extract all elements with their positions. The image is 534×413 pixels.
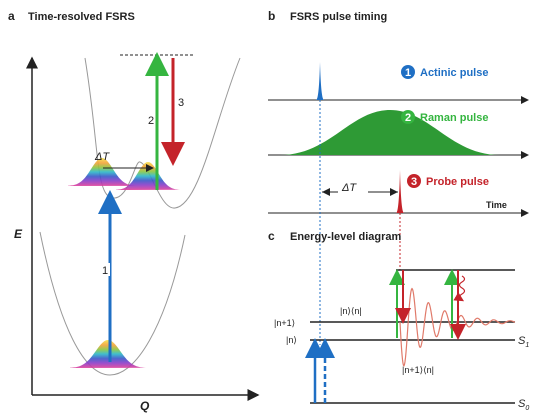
- y-axis-label: E: [14, 227, 23, 241]
- panel-title: Time-resolved FSRS: [28, 11, 135, 23]
- state-label: S1: [518, 335, 529, 349]
- actinic-pulse: [316, 62, 324, 100]
- pulse-name: Raman pulse: [420, 112, 488, 124]
- coherence-label: |n+1⟩⟨n|: [402, 365, 434, 375]
- panel-label: a: [8, 9, 15, 23]
- state-subscript: 0: [525, 405, 529, 412]
- state-label: S0: [518, 398, 529, 412]
- pulse-number: 3: [411, 176, 417, 188]
- arrow-label: 3: [178, 97, 184, 109]
- pulse-number: 2: [405, 112, 411, 124]
- coherence-label: |n⟩⟨n|: [340, 306, 362, 316]
- panel-title: FSRS pulse timing: [290, 11, 387, 23]
- panel-label: b: [268, 9, 275, 23]
- arrow-label: 2: [148, 115, 154, 127]
- time-label: Time: [486, 200, 507, 210]
- level-label: |n+1⟩: [274, 318, 295, 328]
- x-axis-label: Q: [140, 399, 150, 413]
- panel-c: c Energy-level diagram |n+1⟩ |n⟩ |n⟩⟨n| …: [268, 229, 529, 412]
- pulse-number: 1: [405, 67, 411, 79]
- state-subscript: 1: [525, 342, 529, 349]
- delta-t: ΔT: [341, 182, 357, 194]
- level-label: |n⟩: [286, 335, 297, 345]
- delta-t: ΔT: [94, 151, 110, 163]
- panel-title: Energy-level diagram: [290, 231, 401, 243]
- arrow-label: 1: [102, 265, 108, 277]
- panel-label: c: [268, 229, 275, 243]
- pulse-name: Probe pulse: [426, 176, 489, 188]
- wavepackets: [68, 158, 180, 368]
- panel-a: a Time-resolved FSRS E Q 1 2 3 ΔT: [8, 9, 258, 413]
- figure: a Time-resolved FSRS E Q 1 2 3 ΔT b FSRS…: [0, 0, 534, 413]
- emission-squiggle: [460, 276, 465, 300]
- pulse-name: Actinic pulse: [420, 67, 488, 79]
